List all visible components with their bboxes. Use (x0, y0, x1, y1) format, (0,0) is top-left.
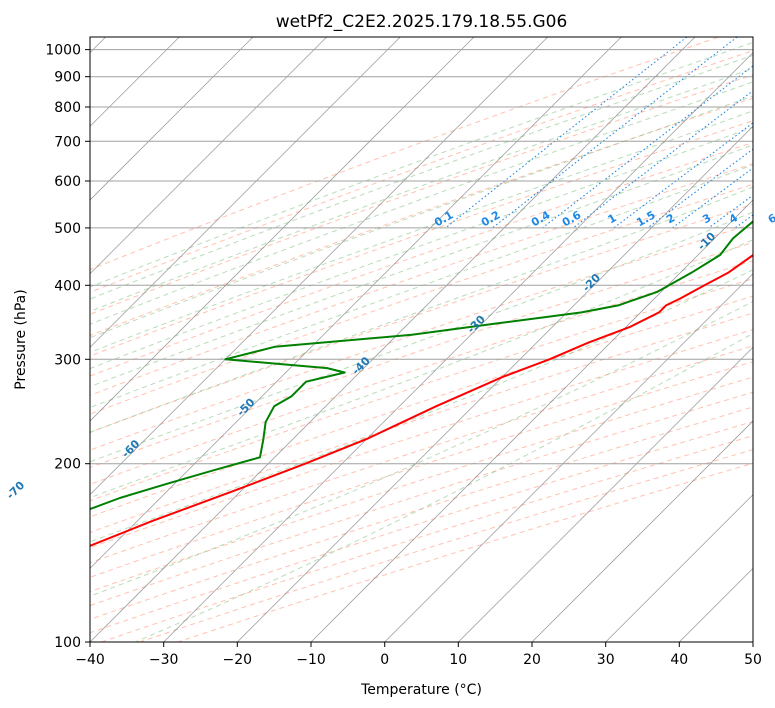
x-tick-label: 30 (597, 652, 615, 668)
moist-adiabat (90, 186, 753, 433)
moist-adiabat (90, 269, 753, 543)
x-tick-label: 10 (449, 652, 467, 668)
temperature-profile (90, 253, 753, 547)
plot-frame (89, 36, 754, 643)
skewed-isotherm (90, 37, 254, 201)
moist-adiabat (90, 211, 753, 463)
skewed-isotherm (90, 37, 327, 275)
y-tick-label: 900 (54, 70, 81, 86)
mixing-ratio-label: 6 (766, 211, 775, 226)
mixing-ratio-line (445, 37, 688, 229)
moist-adiabat (90, 126, 753, 370)
skewed-isotherm (90, 37, 548, 496)
moist-adiabat (90, 41, 753, 288)
skewed-isotherm (90, 37, 475, 422)
dry-adiabat (90, 345, 753, 564)
moist-adiabat (90, 67, 753, 312)
skewed-isotherm (531, 420, 753, 642)
moist-adiabat (90, 95, 753, 339)
skewed-isotherm (90, 37, 401, 348)
plot-area (90, 37, 753, 642)
isotherm-label: -70 (4, 479, 27, 502)
y-tick-label: 1000 (45, 43, 81, 59)
mixing-ratio-line (492, 37, 738, 229)
dry-adiabat (90, 295, 753, 518)
y-tick-label: 600 (54, 174, 81, 190)
x-tick-label: −40 (75, 652, 105, 668)
skewed-isotherm (163, 52, 753, 642)
dry-adiabat (90, 120, 753, 357)
x-tick-label: 40 (670, 652, 688, 668)
skewed-isotherm (752, 641, 753, 642)
skewed-isotherm (458, 346, 753, 642)
x-tick-label: 0 (380, 652, 389, 668)
moist-adiabat (90, 300, 753, 597)
dewpoint-profile (90, 220, 753, 511)
y-tick-label: 200 (54, 457, 81, 473)
y-tick-label: 700 (54, 134, 81, 150)
skewed-isotherm (90, 37, 696, 642)
dry-adiabat (90, 50, 753, 293)
skewed-isotherm (605, 494, 753, 642)
x-tick-label: −20 (223, 652, 253, 668)
mixing-ratio-line (613, 122, 753, 229)
dry-adiabat (90, 391, 753, 607)
dry-adiabat (90, 241, 753, 469)
x-tick-label: 50 (744, 652, 762, 668)
skewed-isotherm (384, 273, 753, 642)
dry-adiabat (90, 183, 753, 415)
y-tick-label: 100 (54, 635, 81, 651)
dry-adiabat (90, 97, 753, 337)
x-tick-label: −30 (149, 652, 179, 668)
moist-adiabat (90, 54, 753, 300)
y-tick-label: 400 (54, 278, 81, 294)
skewed-isotherm (90, 37, 622, 569)
chart-title: wetPf2_C2E2.2025.179.18.55.G06 (276, 12, 568, 32)
y-tick-label: 300 (54, 352, 81, 368)
x-tick-label: 20 (523, 652, 541, 668)
x-axis-label: Temperature (°C) (360, 682, 482, 698)
x-tick-label: −10 (296, 652, 326, 668)
y-axis-label: Pressure (hPa) (13, 289, 29, 389)
skewed-isotherm (310, 199, 753, 642)
y-tick-label: 500 (54, 221, 81, 237)
y-tick-label: 800 (54, 100, 81, 116)
mixing-ratio-line (542, 65, 753, 229)
skewed-isotherm (237, 125, 753, 642)
